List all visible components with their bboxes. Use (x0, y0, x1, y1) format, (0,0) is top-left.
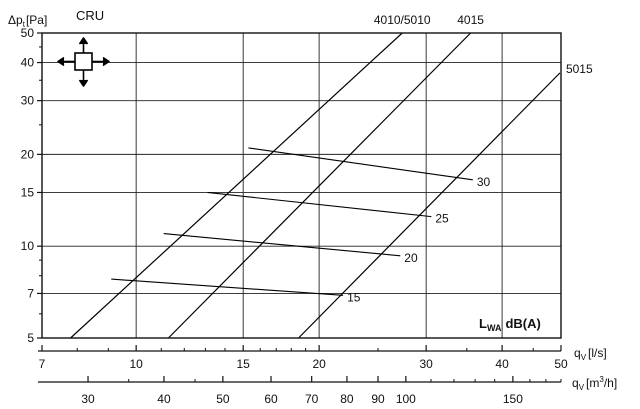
sound-layer (111, 147, 473, 296)
y-tick-label: 50 (21, 26, 35, 40)
y-tick-label: 10 (21, 239, 35, 253)
label-layer: 4010/5010 4015 5015 15 20 25 30 (347, 13, 593, 304)
plot-frame (41, 32, 562, 339)
x2-tick-label: 100 (396, 392, 416, 406)
x2-tick-label: 50 (216, 392, 230, 406)
x2-tick-label: 70 (305, 392, 319, 406)
x-tick-label: 7 (39, 357, 46, 371)
x2-tick-label: 60 (264, 392, 278, 406)
four-way-arrows-diffuser-icon (57, 37, 110, 87)
grid-layer (42, 33, 561, 338)
sound-power-annotation: LWA dB(A) (479, 316, 541, 333)
y-axis-label: Δpt[Pa] (8, 13, 47, 29)
x-tick-label: 20 (312, 357, 326, 371)
sound-level-label: 30 (477, 175, 491, 189)
y-tick-label: 30 (21, 94, 35, 108)
series-label: 4015 (457, 13, 484, 27)
y-tick-label: 40 (21, 56, 35, 70)
sound-level-label: 20 (404, 251, 418, 265)
sound-level-line (111, 278, 344, 296)
x2-tick-label: 40 (157, 392, 171, 406)
sound-level-line (163, 233, 401, 257)
sound-level-label: 15 (347, 290, 361, 304)
x2-axis-label: qV [m3/h] (572, 375, 617, 392)
y-tick-label: 15 (21, 185, 35, 199)
x2-tick-label: 90 (371, 392, 385, 406)
x-tick-label: 15 (237, 357, 251, 371)
sound-level-line (248, 147, 473, 181)
y-tick-label: 7 (27, 286, 34, 300)
chart-title: CRU (76, 8, 104, 23)
x2-tick-label: 150 (503, 392, 523, 406)
series-label: 4010/5010 (374, 13, 431, 27)
sound-level-line (207, 191, 432, 218)
x-axis-label: qV [l/s] (574, 346, 607, 362)
x2-tick-label: 30 (81, 392, 95, 406)
x-tick-label: 10 (129, 357, 143, 371)
x-tick-label: 30 (419, 357, 433, 371)
series-line (70, 32, 403, 339)
y-tick-label: 20 (21, 147, 35, 161)
series-label: 5015 (566, 62, 593, 76)
series-line (298, 72, 561, 339)
x-tick-label: 40 (495, 357, 509, 371)
y-tick-label: 5 (27, 331, 34, 345)
sound-level-label: 25 (435, 212, 449, 226)
x2-tick-label: 80 (340, 392, 354, 406)
x-tick-label: 50 (554, 357, 568, 371)
